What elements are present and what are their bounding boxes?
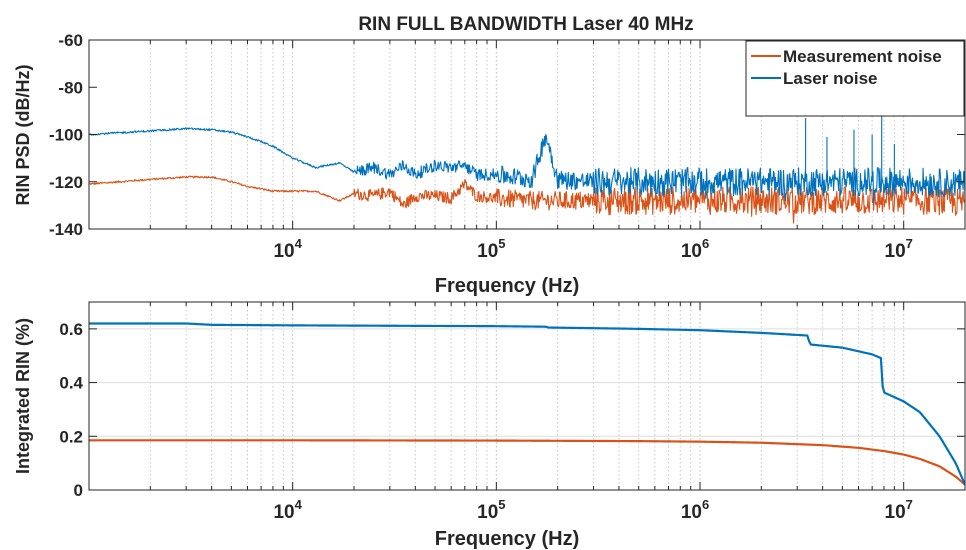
rin-ytick-label: 0.2 (59, 427, 83, 446)
legend-label-laser-noise: Laser noise (783, 69, 878, 88)
rin-series-laser-noise-line (89, 322, 965, 486)
psd-ytick-label: -120 (49, 173, 83, 192)
rin-xtick-label: 104 (273, 497, 302, 523)
psd-series-laser-noise-line (89, 101, 965, 205)
legend-label-measurement-noise: Measurement noise (783, 47, 942, 66)
psd-xaxis-label: Frequency (Hz) (435, 275, 579, 297)
chart-title: RIN FULL BANDWIDTH Laser 40 MHz (358, 14, 693, 35)
rin-yaxis-label: Integrated RIN (%) (13, 318, 33, 474)
psd-axes: -60 -80 -100 -120 -140 104 105 106 107 Frequency … (13, 31, 966, 297)
rin-xaxis-label: Frequency (Hz) (435, 528, 579, 550)
rin-xtick-label: 106 (681, 497, 709, 523)
integrated-rin-axes: 0 0.2 0.4 0.6 104 105 106 107 Frequency (Hz) Inte… (13, 301, 966, 550)
psd-ytick-label: -100 (49, 126, 83, 145)
rin-ytick-label: 0.4 (59, 374, 83, 393)
psd-plot-area (89, 101, 965, 224)
legend: Measurement noise Laser noise (745, 40, 965, 117)
psd-ytick-label: -80 (58, 78, 83, 97)
rin-axes-box (88, 301, 966, 491)
psd-ytick-label: -140 (49, 220, 83, 239)
legend-box (745, 40, 965, 117)
rin-xtick-label: 107 (885, 497, 913, 523)
rin-plot-area (89, 322, 965, 486)
rin-xtick-label: 105 (477, 497, 505, 523)
psd-xtick-label: 107 (885, 236, 913, 262)
psd-xtick-label: 105 (477, 236, 505, 262)
rin-series-measurement-noise-line (89, 439, 965, 486)
psd-xtick-label: 104 (273, 236, 302, 262)
rin-ytick-label: 0 (74, 481, 83, 500)
psd-ytick-label: -60 (58, 31, 83, 50)
psd-series-measurement-noise-line (89, 175, 965, 224)
rin-grid (88, 302, 966, 491)
rin-ytick-label: 0.6 (59, 320, 83, 339)
psd-xtick-label: 106 (681, 236, 709, 262)
psd-yaxis-label: RIN PSD (dB/Hz) (13, 65, 33, 206)
